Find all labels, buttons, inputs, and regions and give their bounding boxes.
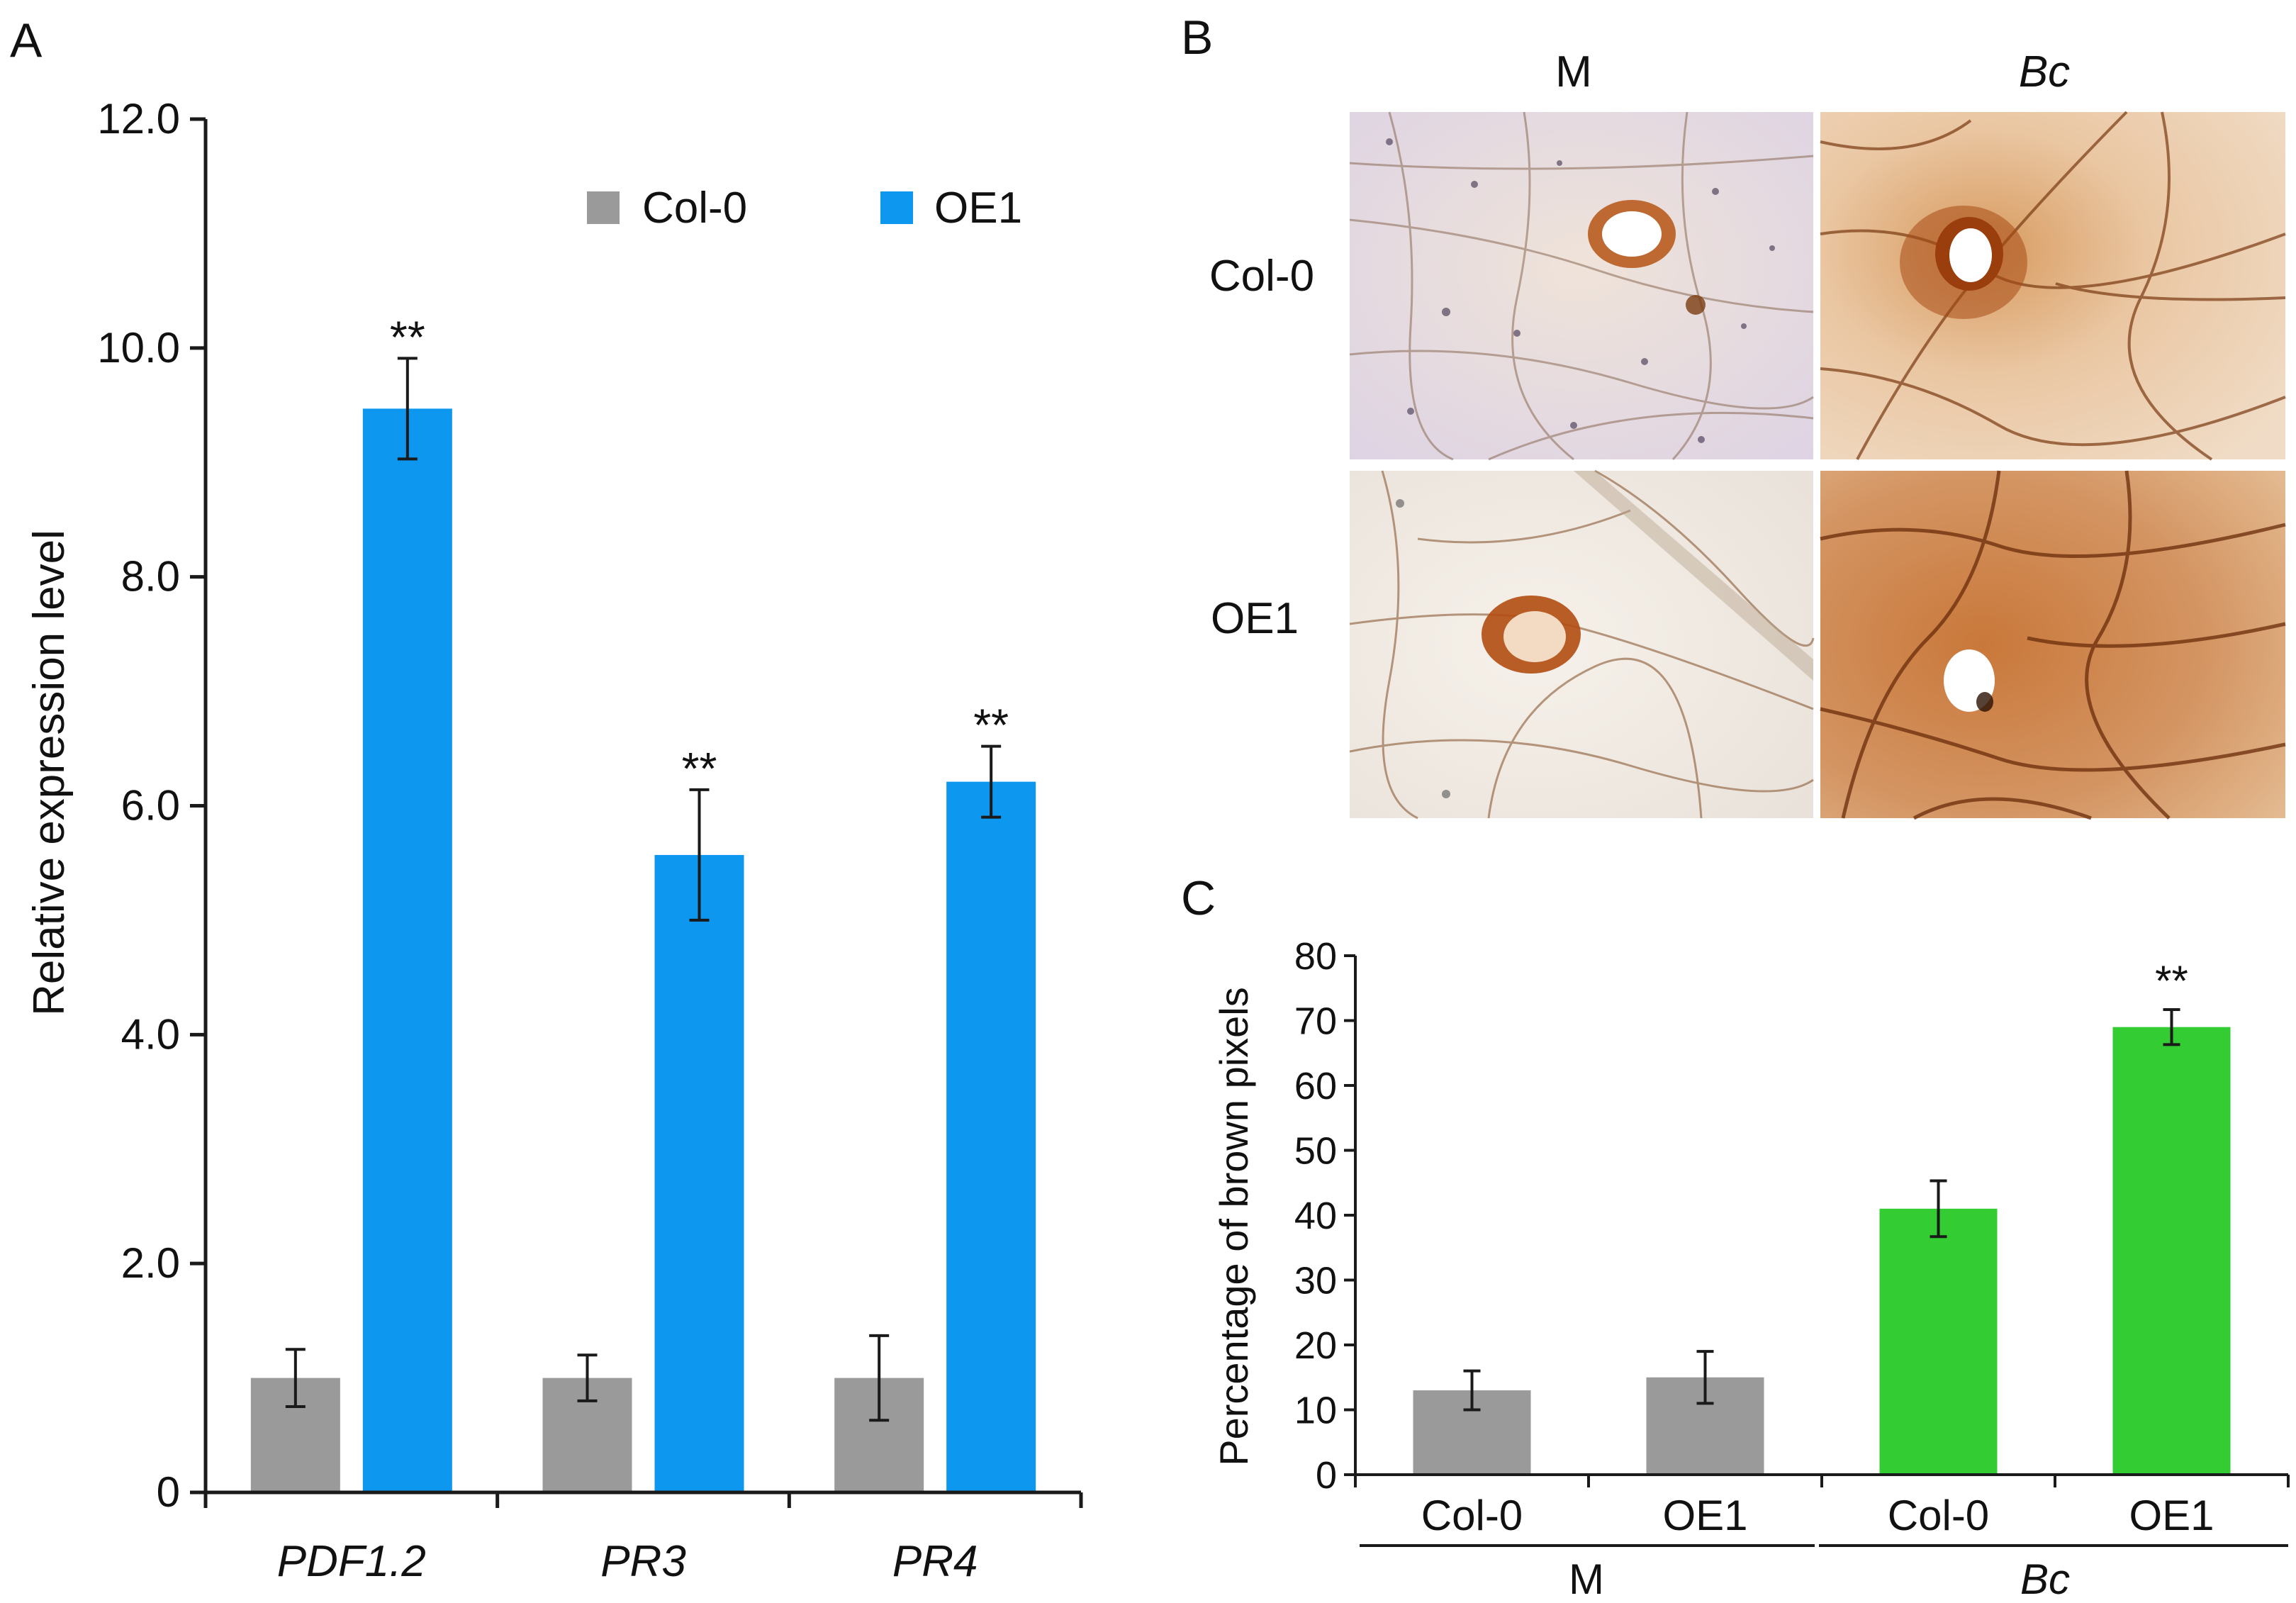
panel-a-y-axis-label: Relative expression level [25,530,74,1016]
panel-a-y-tick-label: 2.0 [121,1239,180,1287]
panel-a-y-tick-label: 4.0 [121,1010,180,1058]
panel-c-y-tick-label: 60 [1294,1065,1337,1107]
leaf-image-oe1-mock [1349,469,1815,820]
panel-a-x-tick-label: PDF1.2 [277,1537,426,1586]
bar-bc-oe1 [2112,1027,2231,1475]
panel-b-row-header-oe1: OE1 [1211,594,1299,643]
panel-c-y-tick-label: 30 [1294,1260,1337,1302]
panel-c-y-tick-label: 0 [1316,1454,1337,1497]
panel-c-y-tick-label: 20 [1294,1324,1337,1367]
leaf-image-col0-bc [1820,111,2286,461]
panel-a-bars: ** ** ** [250,311,1036,1492]
panel-a-x-tick-label: PR3 [600,1537,686,1586]
panel-a-x-tick-label: PR4 [892,1537,978,1586]
panel-b-col-header-bc: Bc [2019,48,2070,96]
panel-c-x-tick-label: Col-0 [1421,1492,1523,1539]
panel-b-col-header-m: M [1555,48,1592,96]
panel-a-x-axis: PDF1.2 PR3 PR4 [203,1490,1083,1586]
bar-bc-col0 [1879,1208,1998,1475]
panel-a-y-ticks: 0 2.0 4.0 6.0 8.0 10.0 12.0 [97,95,208,1516]
panel-c-x-tick-label: Col-0 [1888,1492,1989,1539]
panel-a-label: A [10,13,43,67]
panel-c-group-label-bc: Bc [2020,1555,2070,1603]
panel-c-y-tick-label: 50 [1294,1130,1337,1173]
panel-c-y-ticks: 0 10 20 30 40 50 60 70 80 [1294,935,1357,1497]
panel-c-y-tick-label: 80 [1294,935,1337,978]
panel-c-bars: ** [1413,957,2231,1475]
panel-c-x-tick-label: OE1 [2129,1492,2214,1539]
panel-a-legend: Col-0 OE1 [587,184,1022,233]
panel-b-row-header-col0: Col-0 [1209,252,1314,301]
significance-marker: ** [973,700,1009,751]
bar-oe1-pdf12 [362,408,452,1492]
panel-b-images: M Bc Col-0 OE1 [1209,48,2286,820]
significance-marker: ** [390,311,425,362]
legend-swatch-oe1 [880,191,913,224]
significance-marker: ** [682,743,717,794]
legend-label-oe1: OE1 [934,184,1022,233]
leaf-image-col0-mock [1349,111,1814,461]
legend-label-col0: Col-0 [642,184,747,233]
panel-a-y-tick-label: 6.0 [121,782,180,830]
panel-a-y-tick-label: 10.0 [97,324,180,372]
panel-c-y-tick-label: 70 [1294,1000,1337,1043]
panel-a-chart: Relative expression level 0 2.0 4.0 6.0 8.0 1… [25,95,1083,1586]
panel-a-y-tick-label: 8.0 [121,553,180,601]
significance-marker: ** [2155,957,2188,1005]
panel-c-chart: Percentage of brown pixels 0 10 20 30 40 50 60… [1211,935,2290,1603]
panel-c-label: C [1181,871,1216,925]
bar-oe1-pr4 [946,781,1036,1492]
leaf-image-oe1-bc [1820,470,2286,820]
panel-a-y-tick-label: 12.0 [97,95,180,143]
panel-b-label: B [1181,11,1213,65]
bar-oe1-pr3 [654,854,744,1492]
panel-c-x-axis: Col-0 OE1 Col-0 OE1 [1354,1473,2290,1539]
panel-a-y-tick-label: 0 [157,1468,180,1516]
panel-c-y-tick-label: 40 [1294,1195,1337,1237]
legend-swatch-col0 [587,191,620,224]
panel-c-y-axis-label: Percentage of brown pixels [1211,987,1256,1466]
panel-c-x-tick-label: OE1 [1662,1492,1747,1539]
panel-c-y-tick-label: 10 [1294,1390,1337,1432]
panel-c-group-label-m: M [1569,1555,1604,1603]
